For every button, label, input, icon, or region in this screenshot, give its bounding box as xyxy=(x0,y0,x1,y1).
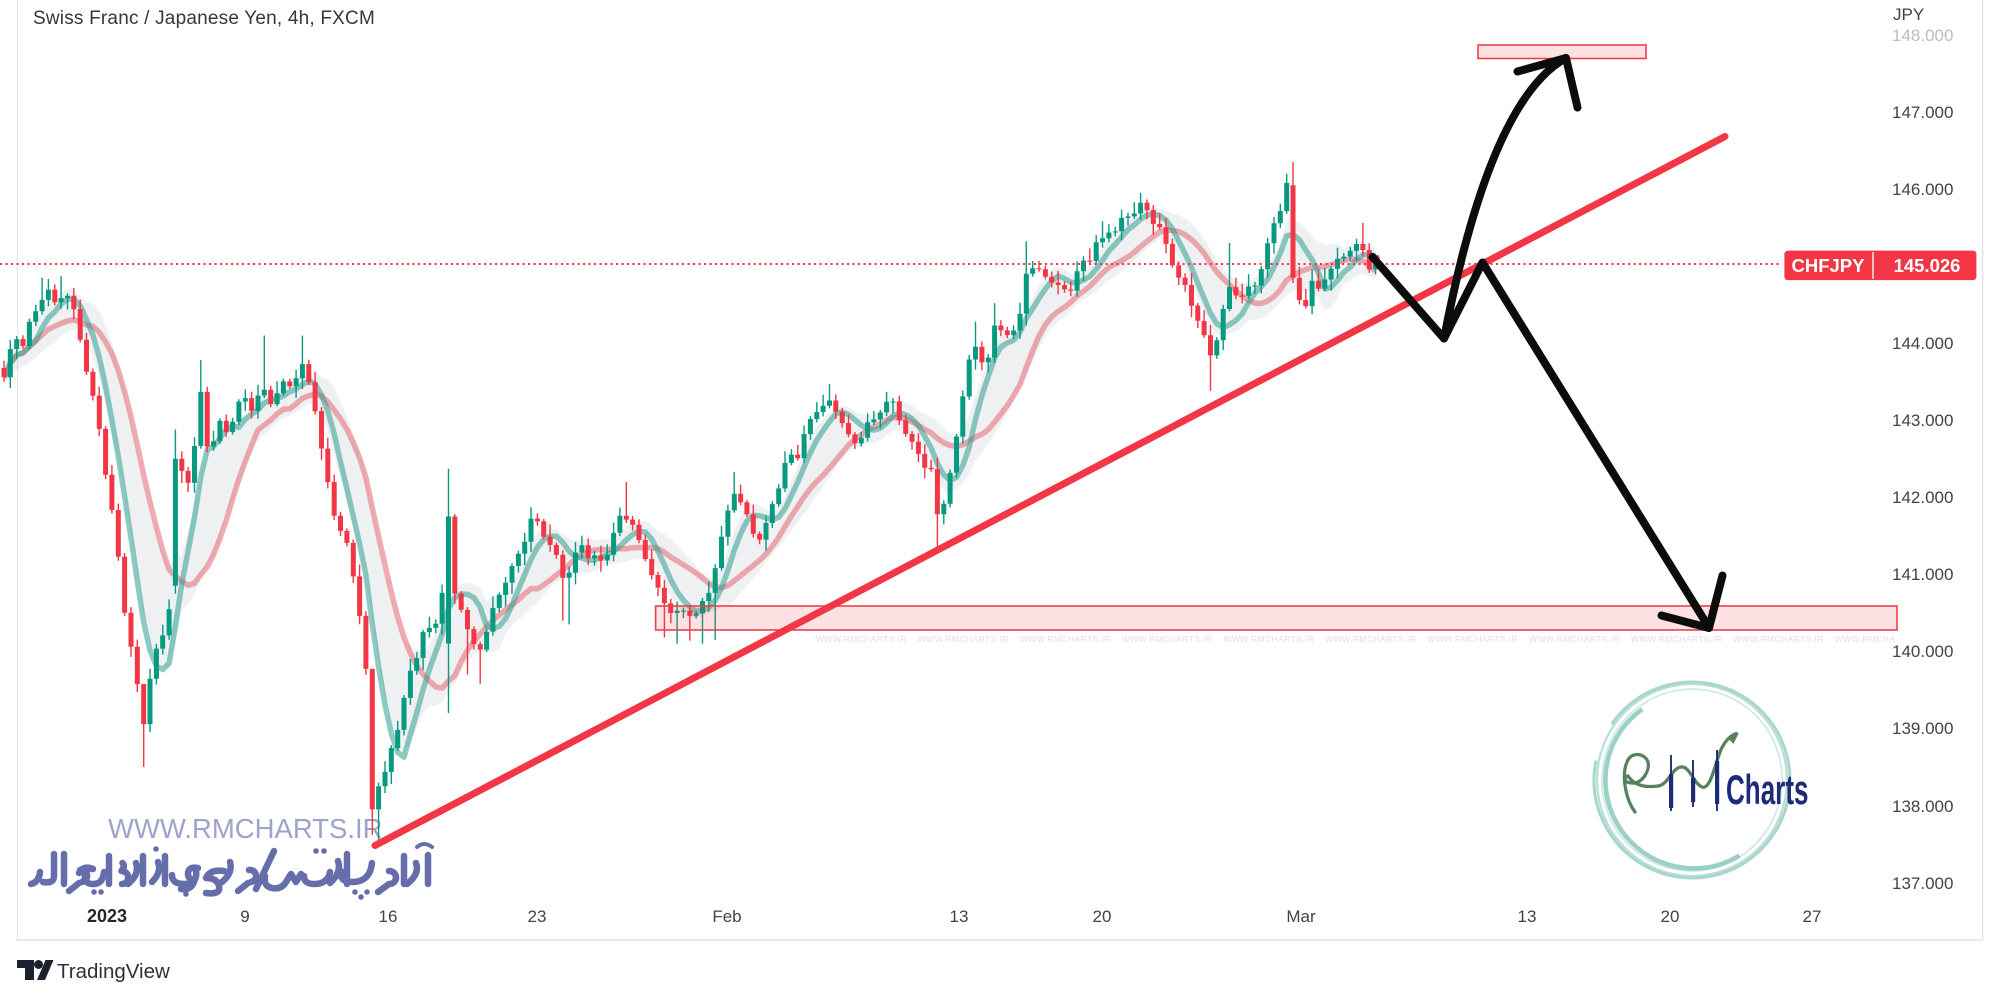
svg-text:138.000: 138.000 xyxy=(1892,797,1953,816)
svg-text:140.000: 140.000 xyxy=(1892,642,1953,661)
svg-text:Mar: Mar xyxy=(1286,907,1316,926)
svg-text:13: 13 xyxy=(950,907,969,926)
svg-text:2023: 2023 xyxy=(87,906,127,926)
svg-text:145.026: 145.026 xyxy=(1894,255,1961,276)
svg-text:9: 9 xyxy=(240,907,249,926)
svg-text:23: 23 xyxy=(528,907,547,926)
svg-text:141.000: 141.000 xyxy=(1892,565,1953,584)
svg-text:Swiss Franc / Japanese Yen, 4h: Swiss Franc / Japanese Yen, 4h, FXCM xyxy=(33,8,375,29)
svg-text:20: 20 xyxy=(1093,907,1112,926)
svg-text:16: 16 xyxy=(379,907,398,926)
svg-text:147.000: 147.000 xyxy=(1892,103,1953,122)
svg-text:JPY: JPY xyxy=(1893,5,1924,24)
svg-text:144.000: 144.000 xyxy=(1892,334,1953,353)
svg-text:20: 20 xyxy=(1661,907,1680,926)
svg-text:Charts: Charts xyxy=(1726,767,1808,814)
svg-text:139.000: 139.000 xyxy=(1892,719,1953,738)
svg-text:Feb: Feb xyxy=(712,907,741,926)
svg-text:148.000: 148.000 xyxy=(1892,26,1953,45)
svg-text:WWW.RMCHARTS.IR WWW.RMCHART: WWW.RMCHARTS.IR WWW.RMCHARTS.IR WWW.RMCH… xyxy=(816,634,2000,644)
svg-text:143.000: 143.000 xyxy=(1892,411,1953,430)
svg-text:13: 13 xyxy=(1518,907,1537,926)
svg-text:137.000: 137.000 xyxy=(1892,874,1953,893)
svg-text:142.000: 142.000 xyxy=(1892,488,1953,507)
svg-text:WWW.RMCHARTS.IR: WWW.RMCHARTS.IR xyxy=(108,813,382,844)
svg-text:CHFJPY: CHFJPY xyxy=(1792,255,1866,276)
svg-text:27: 27 xyxy=(1803,907,1822,926)
svg-text:TradingView: TradingView xyxy=(57,960,170,983)
svg-text:146.000: 146.000 xyxy=(1892,180,1953,199)
